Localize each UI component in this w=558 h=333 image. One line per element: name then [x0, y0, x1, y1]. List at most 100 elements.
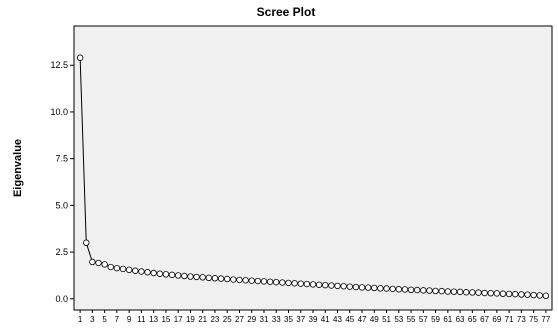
- x-tick-label: 47: [358, 315, 367, 324]
- x-tick-label: 61: [443, 315, 452, 324]
- y-axis: 0.0 2.5 5.0 7.5 10.0 12.5: [50, 60, 74, 304]
- data-point: [420, 287, 427, 294]
- data-point: [101, 261, 108, 268]
- y-axis-title: Eigenvalue: [12, 139, 24, 197]
- plot-area: [73, 25, 553, 311]
- data-point: [297, 280, 304, 287]
- y-tick-label: 5.0: [55, 200, 68, 210]
- data-point: [266, 278, 274, 285]
- data-point: [309, 281, 317, 288]
- data-point: [426, 287, 433, 294]
- data-point: [230, 276, 237, 283]
- x-tick-label: 5: [102, 315, 107, 324]
- data-point: [322, 281, 329, 289]
- data-point: [260, 278, 268, 285]
- x-tick-label: 11: [137, 315, 146, 324]
- x-tick-label: 3: [90, 315, 95, 324]
- data-point: [364, 284, 372, 291]
- data-point: [438, 287, 445, 295]
- x-tick-label: 43: [333, 315, 342, 324]
- data-point: [395, 286, 402, 293]
- data-point: [377, 285, 384, 292]
- x-tick-label: 13: [149, 315, 158, 324]
- x-tick-label: 59: [431, 315, 440, 324]
- data-point: [119, 265, 127, 273]
- chart-title: Scree Plot: [257, 5, 316, 19]
- x-tick-label: 77: [541, 315, 550, 324]
- x-tick-label: 37: [296, 315, 305, 324]
- x-tick-label: 67: [480, 315, 489, 324]
- x-tick-label: 23: [210, 315, 219, 324]
- x-axis: 1 3 5 7 9 11 13 15 17 19 21 23 25 27 29 31 33 35 37 39 41 43 4…: [78, 310, 551, 324]
- data-point: [76, 54, 84, 61]
- x-tick-label: 55: [407, 315, 416, 324]
- x-tick-label: 49: [370, 315, 379, 324]
- data-point: [328, 282, 335, 289]
- x-tick-label: 15: [161, 315, 170, 324]
- x-tick-label: 57: [419, 315, 428, 324]
- data-point: [512, 290, 519, 298]
- data-point: [125, 266, 133, 274]
- data-point: [144, 269, 151, 276]
- data-point: [542, 292, 550, 299]
- x-tick-label: 31: [260, 315, 269, 324]
- data-point: [450, 288, 458, 295]
- data-point: [89, 258, 96, 266]
- x-tick-label: 53: [394, 315, 403, 324]
- data-point: [444, 288, 452, 295]
- series-layer: [76, 54, 550, 299]
- y-tick-label: 7.5: [55, 154, 68, 164]
- x-tick-label: 69: [492, 315, 501, 324]
- data-point: [346, 283, 353, 290]
- data-point: [168, 271, 176, 279]
- data-point: [107, 263, 114, 271]
- x-tick-label: 33: [272, 315, 281, 324]
- data-point: [162, 271, 170, 278]
- data-point: [463, 289, 470, 296]
- data-point: [273, 278, 280, 286]
- data-point: [83, 239, 90, 246]
- x-tick-label: 35: [284, 315, 293, 324]
- x-tick-label: 63: [456, 315, 465, 324]
- data-point: [456, 288, 464, 296]
- data-point: [499, 290, 507, 297]
- x-tick-label: 19: [186, 315, 195, 324]
- y-tick-label: 10.0: [50, 107, 68, 117]
- x-tick-label: 29: [247, 315, 256, 324]
- data-point: [469, 289, 476, 296]
- x-tick-label: 21: [198, 315, 207, 324]
- data-point: [518, 291, 525, 298]
- data-point: [193, 273, 200, 281]
- data-point: [334, 282, 341, 290]
- x-tick-label: 65: [468, 315, 477, 324]
- data-point: [181, 272, 188, 280]
- data-point: [530, 291, 537, 299]
- data-point: [132, 267, 139, 274]
- data-point: [524, 291, 531, 298]
- data-point: [413, 286, 421, 294]
- data-point: [205, 274, 213, 282]
- x-tick-label: 17: [174, 315, 183, 324]
- y-tick-label: 2.5: [55, 247, 68, 257]
- x-tick-label: 73: [517, 315, 526, 324]
- data-point: [340, 283, 347, 290]
- data-point: [217, 275, 225, 282]
- x-tick-label: 25: [223, 315, 232, 324]
- data-point: [383, 285, 390, 292]
- data-point: [536, 292, 543, 299]
- data-point: [248, 277, 255, 284]
- data-point: [187, 273, 194, 280]
- data-point: [401, 286, 409, 293]
- x-tick-label: 71: [505, 315, 514, 324]
- data-point: [95, 259, 102, 267]
- y-tick-label: 12.5: [50, 60, 68, 70]
- data-point: [291, 280, 298, 287]
- data-point: [407, 286, 415, 294]
- data-point: [371, 284, 378, 292]
- data-point: [389, 285, 396, 293]
- x-tick-label: 1: [78, 315, 83, 324]
- x-tick-label: 41: [321, 315, 330, 324]
- data-point: [224, 275, 231, 283]
